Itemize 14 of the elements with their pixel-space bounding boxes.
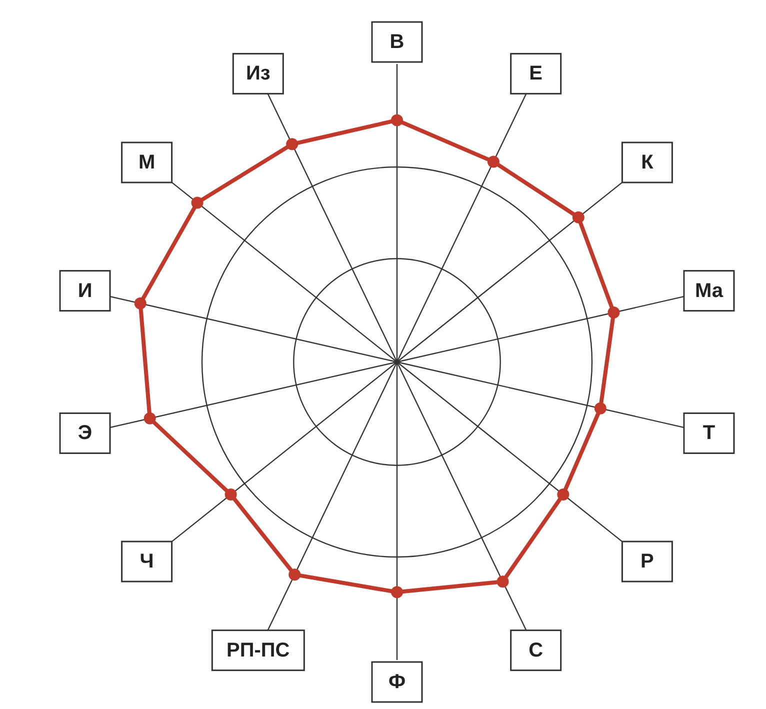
spoke-label: И	[78, 280, 92, 302]
spoke-label: Из	[246, 62, 270, 85]
spoke-label: Т	[702, 422, 716, 444]
spoke-label: Ч	[140, 550, 154, 573]
spoke-label: Ма	[694, 280, 724, 302]
spoke-label: К	[641, 151, 654, 174]
spoke-label: М	[138, 151, 156, 174]
spoke-label: Э	[78, 422, 92, 444]
spoke-label: Ф	[388, 671, 406, 693]
spoke-label: Е	[529, 62, 543, 85]
spoke-label: В	[390, 31, 404, 53]
spoke-label: Р	[640, 550, 654, 573]
spoke-label: С	[528, 639, 544, 662]
spoke-label: РП-ПС	[226, 639, 290, 662]
